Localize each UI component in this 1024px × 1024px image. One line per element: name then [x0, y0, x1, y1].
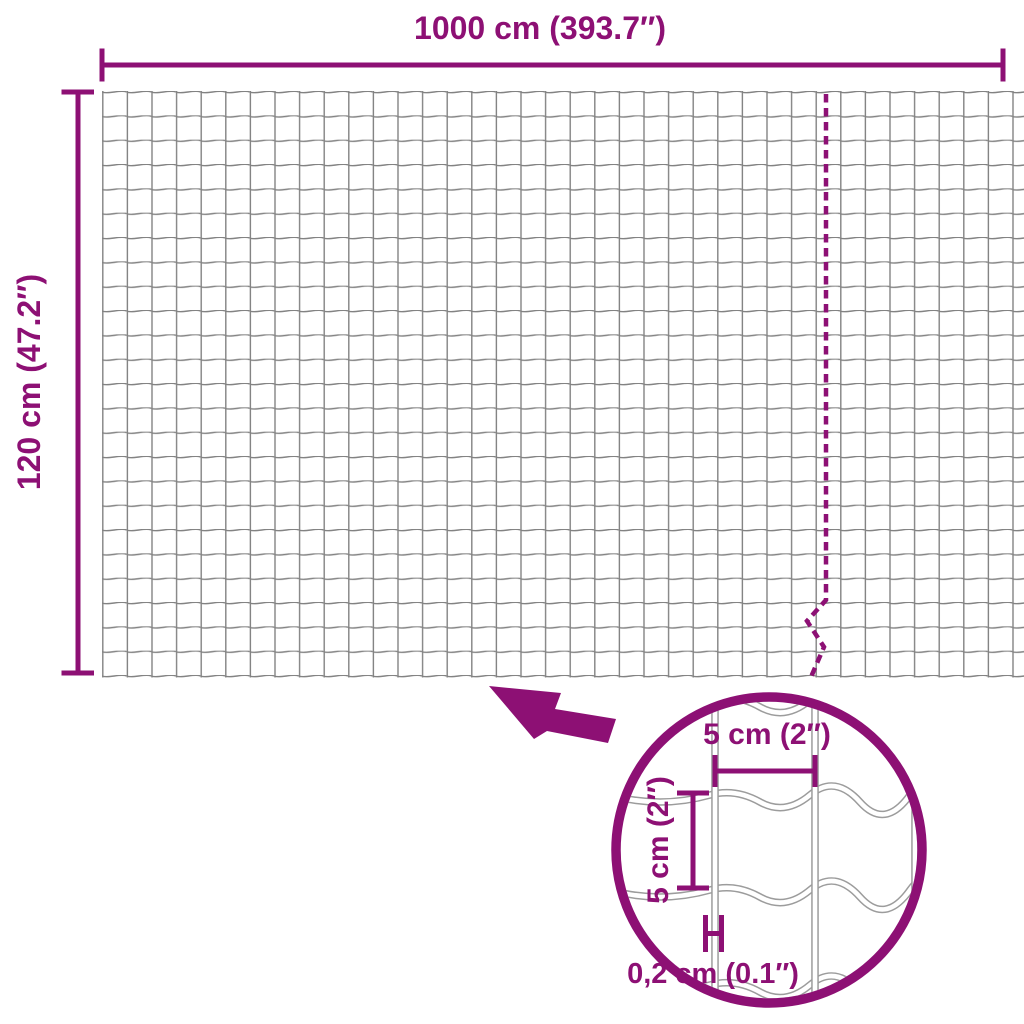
detail-cell-width-label: 5 cm (2″) [703, 718, 831, 751]
detail-cell-width-dimension: 5 cm (2″) [703, 718, 831, 787]
detail-mesh [620, 701, 918, 999]
detail-cell-width-line [712, 755, 818, 787]
height-dimension-line [61, 89, 94, 676]
width-dimension-label: 1000 cm (393.7″) [414, 10, 666, 46]
detail-magnifier: 5 cm (2″) 5 cm (2″) 0,2 cm (0.1″) [611, 692, 927, 1008]
dashed-continuation-line-icon [804, 94, 829, 678]
detail-cell-height-line [677, 790, 709, 891]
detail-zoom-circle-icon [611, 692, 927, 1008]
wire-thickness-label: 0,2 cm (0.1″) [627, 958, 799, 990]
height-dimension-label: 120 cm (47.2″) [11, 274, 47, 490]
height-dimension: 120 cm (47.2″) [11, 89, 94, 676]
mesh-grid [102, 91, 1024, 678]
detail-cell-height-label: 5 cm (2″) [642, 776, 675, 904]
arrow-upper-left-icon [489, 686, 616, 743]
detail-cell-height-dimension: 5 cm (2″) [642, 776, 709, 904]
wire-thickness-dimension: 0,2 cm (0.1″) [627, 915, 799, 990]
magnifier-background [612, 693, 926, 1007]
wire-thickness-marker [703, 915, 724, 952]
width-dimension-line [99, 48, 1006, 82]
width-dimension: 1000 cm (393.7″) [99, 10, 1006, 82]
